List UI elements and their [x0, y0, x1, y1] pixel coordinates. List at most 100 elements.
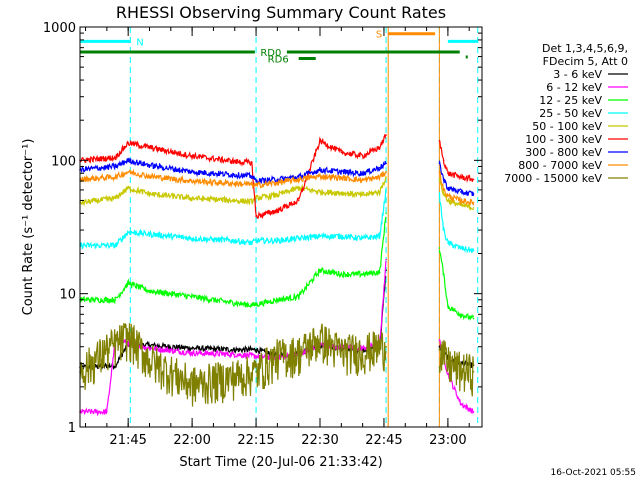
x-tick-label: 22:45 [365, 433, 402, 448]
data-point [255, 180, 257, 182]
data-point [114, 156, 117, 159]
data-point [114, 244, 117, 247]
data-point [459, 176, 462, 178]
data-point [319, 269, 321, 272]
data-point [233, 199, 236, 202]
data-point [297, 352, 300, 354]
flag-label-n: N [136, 37, 143, 48]
data-point [438, 348, 441, 351]
data-point [233, 173, 236, 176]
data-point [319, 235, 321, 237]
data-point [361, 179, 364, 181]
legend: Det 1,3,4,5,6,9,FDecim 5, Att 03 - 6 keV… [504, 42, 628, 185]
legend-entry-label: 300 - 800 keV [525, 146, 602, 159]
data-point [340, 151, 343, 153]
data-point [276, 239, 279, 242]
data-point [251, 175, 253, 177]
data-point [442, 273, 445, 276]
flag-label-rd0: RD0 [260, 48, 281, 59]
series-line [79, 176, 387, 207]
data-point [191, 180, 193, 182]
data-point [127, 142, 129, 144]
y-tick-label: 1000 [43, 21, 76, 36]
data-point [472, 207, 475, 209]
data-point [438, 194, 441, 196]
data-point [114, 165, 117, 168]
data-point [127, 187, 129, 189]
data-point [385, 189, 387, 191]
data-point [319, 337, 321, 340]
data-point [148, 233, 151, 235]
data-point [297, 187, 300, 189]
data-point [459, 191, 462, 193]
data-point [276, 209, 279, 212]
flag-label-rd6: RD6 [268, 55, 289, 66]
data-point [447, 305, 449, 308]
legend-header: Det 1,3,4,5,6,9, [542, 42, 628, 55]
data-point [472, 178, 475, 181]
data-point [459, 402, 462, 405]
data-point [447, 172, 449, 175]
legend-entry-label: 3 - 6 keV [553, 68, 602, 81]
data-point [438, 140, 441, 142]
data-point [361, 172, 364, 175]
data-point [233, 182, 236, 185]
series-line [79, 189, 387, 250]
series-7000-15000-kev [79, 322, 475, 407]
data-point [385, 345, 387, 348]
x-tick-label: 23:00 [429, 433, 466, 448]
data-point [438, 162, 441, 165]
data-point [378, 191, 381, 193]
data-point [438, 247, 441, 249]
data-point [276, 178, 279, 181]
data-point [459, 313, 462, 316]
data-point [276, 355, 279, 357]
series-line [438, 250, 475, 321]
data-point [255, 370, 257, 373]
data-point [447, 195, 449, 197]
data-point [361, 237, 364, 240]
data-point [442, 178, 445, 181]
x-tick-label: 22:30 [301, 433, 338, 448]
data-point [114, 176, 117, 178]
data-point [114, 197, 117, 199]
x-tick-label: 22:15 [237, 433, 274, 448]
y-axis-label: Count Rate (s⁻¹ detector⁻¹) [21, 139, 36, 316]
legend-entry-label: 6 - 12 keV [546, 81, 602, 94]
legend-entry-label: 100 - 300 keV [525, 133, 602, 146]
data-point [472, 411, 475, 413]
data-point [472, 317, 475, 320]
data-point [191, 347, 193, 350]
data-point [472, 370, 475, 373]
data-point [442, 159, 445, 162]
data-point [438, 178, 441, 181]
series-25-50-kev [79, 189, 475, 254]
data-point [251, 161, 253, 164]
legend-entry-label: 12 - 25 keV [539, 94, 602, 107]
data-point [127, 341, 129, 344]
plot-frame [79, 26, 483, 428]
data-point [378, 345, 381, 348]
series-line [79, 322, 387, 407]
series-50-100-kev [79, 176, 475, 211]
data-point [438, 171, 441, 173]
data-point [385, 212, 387, 215]
data-point [148, 358, 151, 361]
data-point [148, 193, 151, 195]
data-point [378, 166, 381, 169]
data-point [438, 339, 441, 341]
data-point [233, 239, 236, 242]
data-point [233, 160, 236, 163]
y-tick-label: 1 [68, 421, 76, 436]
series-line [79, 133, 387, 220]
legend-header: FDecim 5, Att 0 [543, 55, 628, 68]
timestamp: 16-Oct-2021 05:55 [551, 468, 636, 478]
series-line [438, 339, 474, 415]
data-point [148, 290, 151, 292]
data-point [191, 197, 193, 199]
data-point [233, 375, 236, 378]
y-tick-label: 100 [51, 154, 76, 169]
data-point [233, 348, 236, 351]
data-point [276, 194, 279, 196]
data-point [297, 237, 300, 240]
